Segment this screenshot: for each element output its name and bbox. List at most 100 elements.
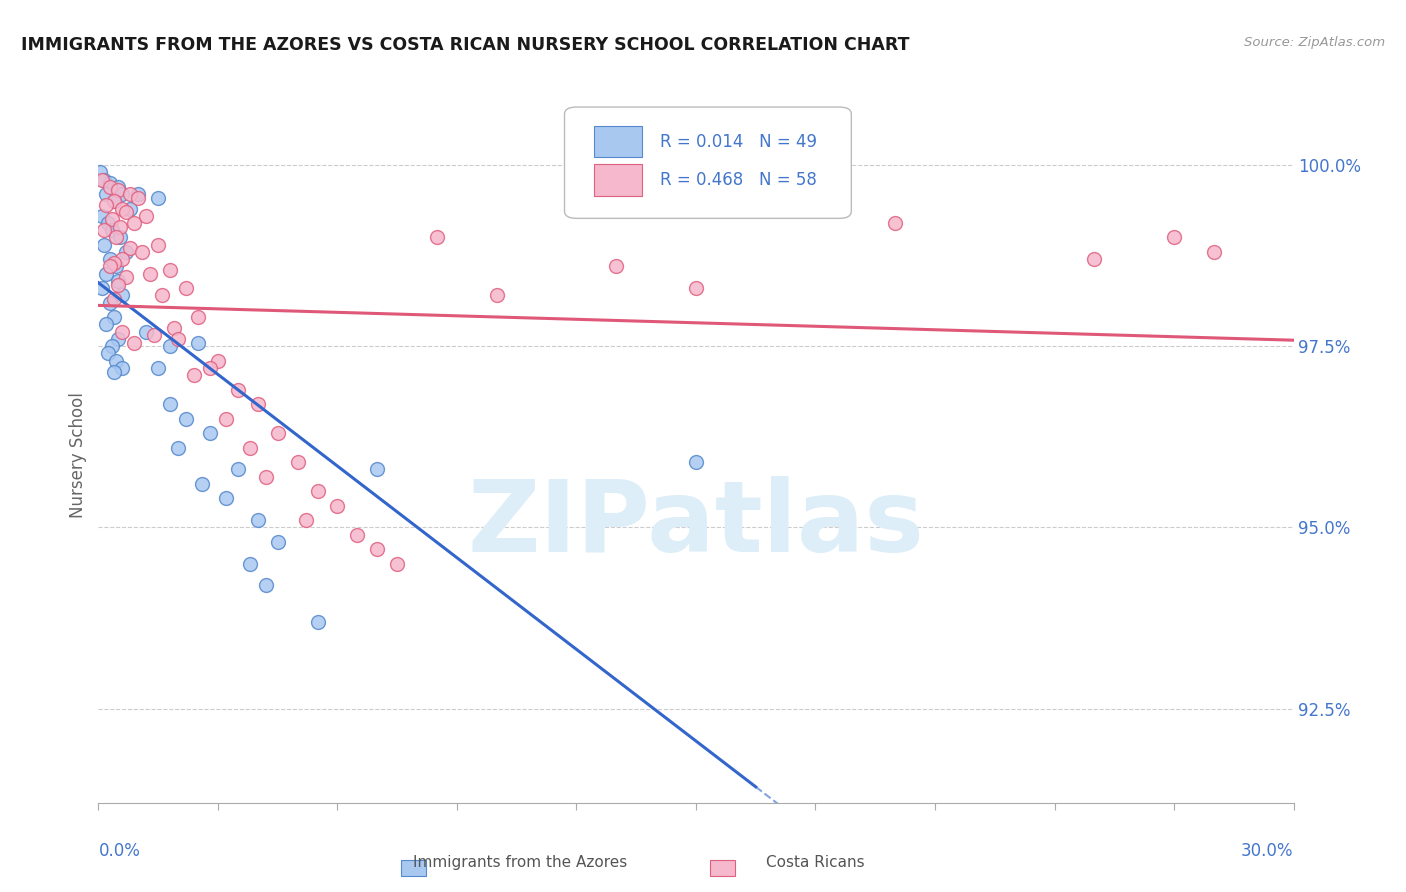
Text: Immigrants from the Azores: Immigrants from the Azores [413, 855, 627, 870]
Point [167, 332, 190, 346]
Point [111, 288, 134, 302]
Point [187, 310, 209, 325]
Point [111, 325, 134, 339]
Point [107, 179, 129, 194]
Point [110, 219, 132, 234]
Point [159, 263, 181, 277]
Point [115, 205, 138, 219]
Point [174, 281, 197, 295]
Point [98, 295, 122, 310]
Point [198, 360, 221, 375]
Point [111, 187, 134, 202]
Point [103, 256, 125, 270]
Point [426, 230, 449, 244]
Point [287, 455, 309, 469]
Point [326, 499, 349, 513]
Point [366, 542, 388, 557]
Point [91, 209, 114, 223]
Point [148, 360, 170, 375]
Point [115, 244, 138, 259]
Point [215, 411, 238, 425]
Point [105, 260, 128, 274]
Point [120, 187, 142, 202]
Point [101, 212, 124, 227]
Point [215, 491, 238, 506]
Point [120, 241, 142, 255]
Point [111, 202, 134, 216]
Point [135, 325, 157, 339]
Point [93, 223, 115, 237]
Point [135, 209, 157, 223]
Point [159, 397, 181, 411]
Bar [595, 126, 643, 158]
Point [307, 484, 329, 499]
Point [97, 346, 120, 360]
Point [239, 557, 262, 571]
Text: R = 0.014   N = 49: R = 0.014 N = 49 [661, 133, 817, 151]
Point [150, 288, 173, 302]
Point [101, 223, 124, 237]
Point [207, 353, 229, 368]
Point [183, 368, 205, 383]
Point [148, 237, 170, 252]
Point [254, 578, 277, 592]
Text: IMMIGRANTS FROM THE AZORES VS COSTA RICAN NURSERY SCHOOL CORRELATION CHART: IMMIGRANTS FROM THE AZORES VS COSTA RICA… [21, 36, 910, 54]
Point [110, 230, 132, 244]
Point [1083, 252, 1105, 267]
Point [98, 252, 122, 267]
Point [91, 281, 114, 295]
Point [187, 335, 209, 350]
Point [111, 252, 134, 267]
Point [97, 216, 120, 230]
Text: R = 0.468   N = 58: R = 0.468 N = 58 [661, 171, 817, 189]
Point [191, 477, 214, 491]
Point [96, 318, 118, 332]
Point [101, 339, 124, 353]
Point [685, 281, 707, 295]
Point [246, 397, 269, 411]
Point [131, 244, 153, 259]
Point [246, 513, 269, 527]
Text: ZIPatlas: ZIPatlas [468, 476, 924, 573]
Point [174, 411, 197, 425]
Point [148, 191, 170, 205]
Y-axis label: Nursery School: Nursery School [69, 392, 87, 518]
Point [105, 230, 128, 244]
Point [107, 332, 129, 346]
Point [103, 365, 125, 379]
Point [307, 615, 329, 629]
Point [93, 172, 115, 186]
Point [254, 469, 277, 483]
Point [685, 455, 707, 469]
Point [120, 202, 142, 216]
Point [93, 237, 115, 252]
Point [294, 513, 316, 527]
Point [267, 535, 290, 549]
Point [385, 557, 409, 571]
Point [96, 198, 118, 212]
Point [115, 270, 138, 285]
Point [267, 426, 290, 441]
Point [485, 288, 508, 302]
Point [198, 426, 221, 441]
Point [127, 187, 149, 202]
Point [139, 267, 162, 281]
Point [98, 260, 122, 274]
Point [127, 191, 149, 205]
Point [103, 194, 125, 209]
Point [103, 292, 125, 306]
Point [163, 321, 186, 335]
Point [239, 441, 262, 455]
FancyBboxPatch shape [565, 107, 852, 219]
Text: Source: ZipAtlas.com: Source: ZipAtlas.com [1244, 36, 1385, 49]
Point [226, 383, 249, 397]
Point [366, 462, 388, 476]
Point [96, 187, 118, 202]
Point [124, 216, 146, 230]
Point [124, 335, 146, 350]
Point [1202, 244, 1225, 259]
Point [107, 183, 129, 197]
Text: 0.0%: 0.0% [98, 842, 141, 860]
Point [107, 277, 129, 292]
Point [111, 360, 134, 375]
